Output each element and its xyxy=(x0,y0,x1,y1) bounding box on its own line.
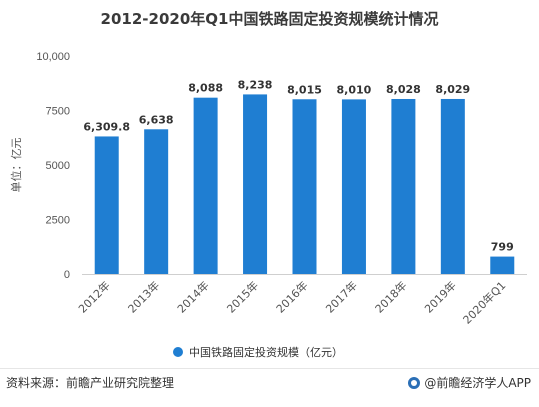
legend-swatch xyxy=(173,347,183,357)
bar xyxy=(292,99,317,274)
y-axis-label: 单位：亿元 xyxy=(9,138,23,193)
bar xyxy=(193,97,218,274)
data-label: 8,010 xyxy=(337,83,372,96)
x-tick-label: 2017年 xyxy=(323,278,360,315)
bar xyxy=(490,256,515,274)
chart-title: 2012-2020年Q1中国铁路固定投资规模统计情况 xyxy=(101,10,439,28)
source-note: 资料来源：前瞻产业研究院整理 xyxy=(6,376,175,390)
bar xyxy=(440,98,465,274)
x-tick-label: 2018年 xyxy=(372,278,409,315)
qianzhan-logo-icon xyxy=(408,376,421,389)
x-tick-label: 2012年 xyxy=(75,278,112,315)
bar xyxy=(341,99,366,275)
bar xyxy=(94,136,119,274)
bar xyxy=(144,129,169,274)
data-label: 8,029 xyxy=(435,83,470,96)
x-tick-label: 2019年 xyxy=(421,278,458,315)
footer-divider xyxy=(0,368,539,369)
data-label: 6,638 xyxy=(139,113,174,126)
y-tick-label: 7500 xyxy=(46,106,70,118)
bar xyxy=(391,98,416,275)
bar-chart: 2012-2020年Q1中国铁路固定投资规模统计情况 单位：亿元 0 2500 50… xyxy=(9,10,527,359)
y-tick-label: 10,000 xyxy=(36,51,70,63)
y-tick-label: 2500 xyxy=(46,215,70,227)
x-tick-label: 2015年 xyxy=(224,278,261,315)
data-label: 799 xyxy=(491,241,514,254)
data-label: 8,028 xyxy=(386,83,421,96)
legend-label: 中国铁路固定投资规模（亿元） xyxy=(189,345,343,359)
y-tick-label: 0 xyxy=(64,269,70,281)
x-tick-label: 2013年 xyxy=(125,278,162,315)
data-label: 8,088 xyxy=(188,82,223,95)
credit: @前瞻经济学人APP xyxy=(408,374,531,391)
bar xyxy=(243,94,268,275)
data-label: 8,238 xyxy=(238,78,273,91)
data-label: 6,309.8 xyxy=(83,120,130,133)
x-tick-label: 2020年Q1 xyxy=(460,278,509,327)
credit-text: @前瞻经济学人APP xyxy=(424,376,531,390)
x-tick-label: 2014年 xyxy=(174,278,211,315)
legend: 中国铁路固定投资规模（亿元） xyxy=(173,345,343,359)
x-tick-label: 2016年 xyxy=(273,278,310,315)
data-label: 8,015 xyxy=(287,83,322,96)
y-tick-label: 5000 xyxy=(46,160,70,172)
